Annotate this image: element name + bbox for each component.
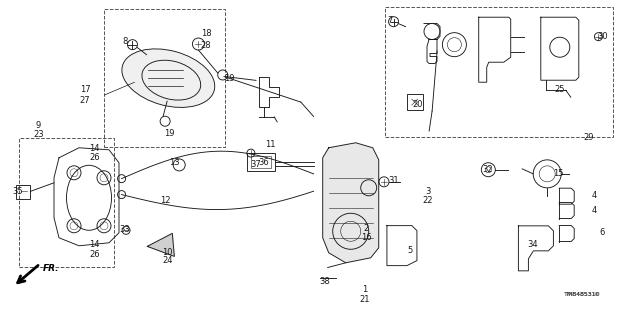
Text: 36: 36: [259, 158, 269, 167]
Text: 20: 20: [413, 100, 423, 109]
Text: 14: 14: [90, 144, 100, 153]
Text: 4: 4: [591, 206, 596, 215]
Text: 3: 3: [425, 187, 430, 196]
Text: 24: 24: [163, 256, 173, 265]
Text: FR.: FR.: [44, 264, 60, 273]
Text: 4: 4: [591, 191, 596, 200]
Text: 12: 12: [160, 196, 170, 205]
Ellipse shape: [122, 49, 215, 108]
Bar: [385, 7, 613, 137]
Text: 35: 35: [13, 187, 23, 196]
Text: 13: 13: [169, 158, 179, 167]
Text: 33: 33: [120, 225, 130, 234]
Bar: [19, 138, 114, 267]
Text: 26: 26: [90, 250, 100, 259]
Text: 34: 34: [527, 241, 538, 249]
Text: 28: 28: [201, 41, 211, 50]
Text: 1: 1: [362, 285, 367, 294]
Bar: [407, 94, 423, 110]
Text: 23: 23: [33, 130, 44, 139]
Text: 22: 22: [422, 197, 433, 205]
Text: 27: 27: [80, 96, 90, 105]
Text: 11: 11: [265, 140, 275, 149]
Text: 5: 5: [407, 246, 412, 255]
Text: 19: 19: [164, 130, 175, 138]
Text: 17: 17: [80, 85, 90, 94]
Bar: [17, 185, 30, 199]
Bar: [104, 9, 225, 147]
Text: 10: 10: [163, 248, 173, 256]
Bar: [252, 156, 271, 168]
Text: 16: 16: [361, 233, 371, 242]
Text: 18: 18: [201, 29, 211, 38]
Text: 8: 8: [122, 37, 127, 46]
Text: TM8485310: TM8485310: [564, 292, 601, 297]
Text: 30: 30: [598, 32, 608, 41]
Text: 32: 32: [483, 165, 493, 174]
Text: 26: 26: [90, 153, 100, 162]
Text: 15: 15: [553, 169, 563, 178]
Text: 37: 37: [251, 160, 261, 169]
Text: 21: 21: [360, 295, 370, 304]
Polygon shape: [147, 234, 174, 256]
Text: TM8485310: TM8485310: [566, 292, 599, 297]
Text: 38: 38: [320, 277, 330, 286]
Text: 9: 9: [36, 121, 41, 130]
Text: 7: 7: [388, 16, 393, 25]
Text: 31: 31: [388, 176, 399, 185]
Bar: [247, 153, 275, 171]
Text: 19: 19: [224, 74, 234, 83]
Text: 14: 14: [90, 241, 100, 249]
Text: 25: 25: [555, 85, 565, 94]
Text: 2: 2: [364, 224, 369, 233]
Text: 6: 6: [599, 228, 604, 237]
Text: 29: 29: [584, 133, 594, 142]
Polygon shape: [323, 143, 379, 263]
